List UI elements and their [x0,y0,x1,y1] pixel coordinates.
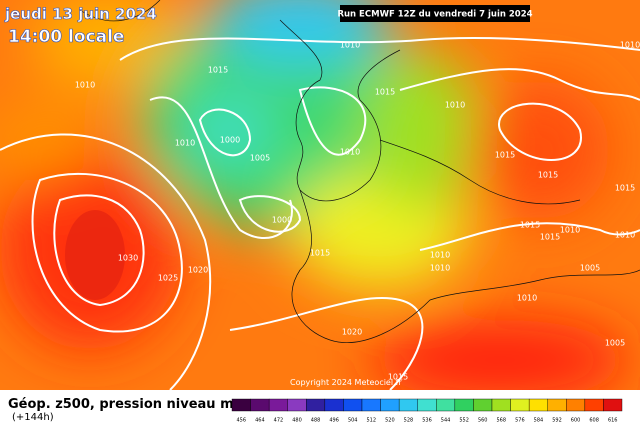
legend-swatch [584,398,604,412]
isobar-label: 1010 [560,226,580,235]
legend-swatch [306,398,326,412]
legend-label: 496 [329,418,339,424]
legend-label: 528 [404,418,414,424]
legend-label: 536 [422,418,432,424]
isobar-label: 1015 [388,373,408,382]
isobar-label: 1005 [605,339,625,348]
isobar-label: 1015 [615,184,635,193]
legend-label: 584 [534,418,544,424]
legend-swatch [250,398,270,412]
legend-swatch [417,398,437,412]
isobar-label: 1030 [118,254,138,263]
legend-swatch [268,398,288,412]
legend-label: 480 [292,418,302,424]
legend-label: 520 [385,418,395,424]
legend-label: 576 [515,418,525,424]
run-info: Run ECMWF 12Z du vendredi 7 juin 2024 [337,10,532,20]
isobars [0,37,640,390]
isobar-label: 1025 [158,274,178,283]
forecast-time: 14:00 locale [8,27,124,47]
legend-label: 568 [497,418,507,424]
map-field [0,0,640,390]
isobar-label: 1005 [250,154,270,163]
isobar-label: 1010 [75,81,95,90]
isobar-label: 1000 [220,136,240,145]
isobar-label: 1010 [445,101,465,110]
legend-label: 544 [441,418,451,424]
isobar-label: 1000 [272,216,292,225]
legend-swatch [473,398,493,412]
map-title: Géop. z500, pression niveau mer [8,397,249,412]
legend-swatch [231,398,251,412]
isobar-label: 1015 [520,221,540,230]
isobar-label: 1010 [340,41,360,50]
isobar-label: 1010 [517,294,537,303]
legend-label: 600 [571,418,581,424]
legend-swatch [287,398,307,412]
legend-label: 464 [255,418,265,424]
isobar-label: 1015 [540,233,560,242]
isobar-label: 1015 [495,151,515,160]
legend-label: 504 [348,418,358,424]
legend-swatch [454,398,474,412]
isobar-label: 1015 [375,88,395,97]
legend-label: 512 [367,418,377,424]
legend-label: 592 [552,418,562,424]
legend-label: 608 [589,418,599,424]
isobar-label: 1010 [175,139,195,148]
isobar-label: 1015 [538,171,558,180]
isobar-label: 1015 [208,66,228,75]
legend-swatch [361,398,381,412]
isobar-label: 1010 [430,264,450,273]
legend-swatch [566,398,586,412]
legend-label: 472 [274,418,284,424]
isobar-label: 1020 [342,328,362,337]
lead-time: (+144h) [12,412,54,423]
legend-label: 616 [608,418,618,424]
isobar-label: 1010 [615,231,635,240]
legend-swatch [380,398,400,412]
isobar-label: 1020 [188,266,208,275]
legend-label: 552 [459,418,469,424]
legend-swatch [603,398,623,412]
legend-swatch [528,398,548,412]
legend-label: 560 [478,418,488,424]
legend-swatch [343,398,363,412]
isobar-label: 1005 [580,264,600,273]
isobar-label: 1010 [340,148,360,157]
copyright: Copyright 2024 Meteociel.fr [290,378,402,387]
legend-swatch [398,398,418,412]
legend-swatch [491,398,511,412]
legend-label: 488 [311,418,321,424]
legend-swatch [436,398,456,412]
isobar-label: 1015 [310,249,330,258]
coastlines [79,0,640,343]
legend-label: 456 [237,418,247,424]
legend-swatch [324,398,344,412]
isobar-label: 1010 [430,251,450,260]
color-legend: 456 464 472 480 488 496 504 512 520 528 536 544 552 5… [231,398,623,424]
forecast-date: jeudi 13 juin 2024 [4,5,157,23]
run-box [340,5,530,22]
isobar-label: 1010 [620,41,640,50]
legend-swatch [510,398,530,412]
legend-swatch [547,398,567,412]
